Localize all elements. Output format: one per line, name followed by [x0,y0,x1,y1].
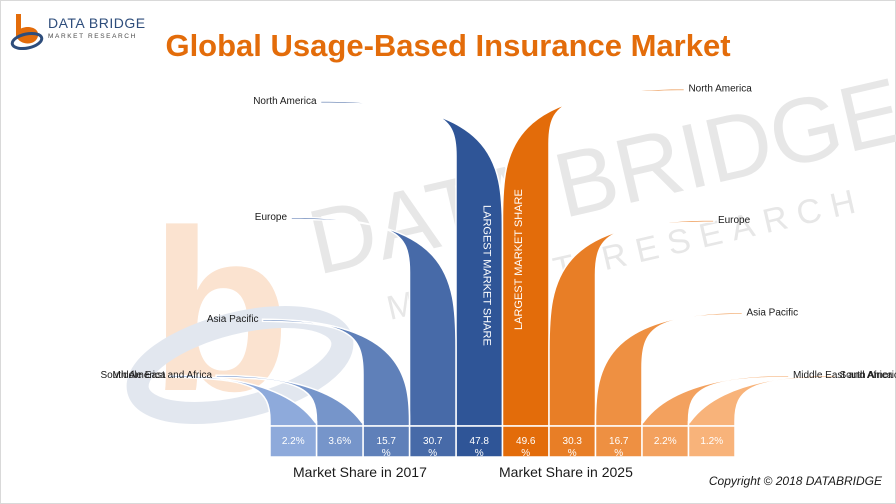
value-strip-2025-4 [687,425,736,458]
bar-2025-1 [548,219,715,427]
brand-name: DATA BRIDGE [48,15,146,31]
category-label-2017-3: Middle East and Africa [113,370,213,381]
category-labels-layer: North America Europe Asia Pacific Middle Ea… [101,84,896,381]
bar-2017-2 [261,318,411,427]
bar-2017-3 [215,374,364,427]
series-label-2017: Market Share in 2017 [293,464,427,480]
value-strip-2017-4 [269,425,318,458]
brand-logo: DATA BRIDGE MARKET RESEARCH [10,10,190,50]
category-label-2025-0: North America [688,84,752,95]
category-label-2017-0: North America [253,96,317,107]
value-label-2017-2: 15.7% [377,436,397,459]
annotation-largest-2025: LARGEST MARKET SHARE [513,189,525,330]
category-label-2025-4: South America [839,370,896,381]
annotation-largest-2017: LARGEST MARKET SHARE [480,205,492,346]
value-strip-2017-1 [408,425,457,458]
annotations-layer: LARGEST MARKET SHARE LARGEST MARKET SHARE [480,189,525,346]
watermark-logo-ring [126,305,354,425]
value-strip-2017-3 [315,425,364,458]
bar-2025-4 [687,374,837,427]
value-strip-2025-0 [501,425,550,458]
brand-tagline: MARKET RESEARCH [48,33,137,40]
bar-2025-3 [641,374,790,427]
value-labels-layer: 47.8 % 30.7 % 15.7 % 3.6% 2.2% 49.6 % 30.3 % 16.7 % 2.… [282,436,723,459]
value-label-2025-3: 2.2% [654,436,677,447]
value-label-2017-0: 47.8% [470,436,490,459]
category-label-2017-1: Europe [255,212,288,223]
value-label-2017-3: 3.6% [328,436,351,447]
category-label-2017-2: Asia Pacific [207,314,259,325]
bar-2025-0 [501,87,686,427]
category-label-2025-2: Asia Pacific [746,307,798,318]
value-label-2025-4: 1.2% [700,436,723,447]
bar-2017-4 [168,374,318,427]
value-label-2025-1: 30.3% [563,436,583,459]
copyright-text: Copyright © 2018 DATABRIDGE [708,474,882,488]
value-label-2025-2: 16.7% [609,436,629,459]
value-label-2025-0: 49.6% [516,436,536,459]
bars-layer [168,87,837,458]
category-label-2025-1: Europe [718,215,751,226]
chart-title: Global Usage-Based Insurance Market [165,28,731,63]
value-label-2017-4: 2.2% [282,436,305,447]
brand-logo-icon [10,14,44,50]
category-label-2025-3: Middle East and Africa [793,370,893,381]
bar-2025-2 [594,311,744,427]
value-strip-2017-2 [362,425,411,458]
series-label-2025: Market Share in 2025 [499,464,633,480]
category-label-2017-4: South America [101,370,166,381]
value-label-2017-1: 30.7% [423,436,443,459]
bar-2017-1 [290,216,457,427]
